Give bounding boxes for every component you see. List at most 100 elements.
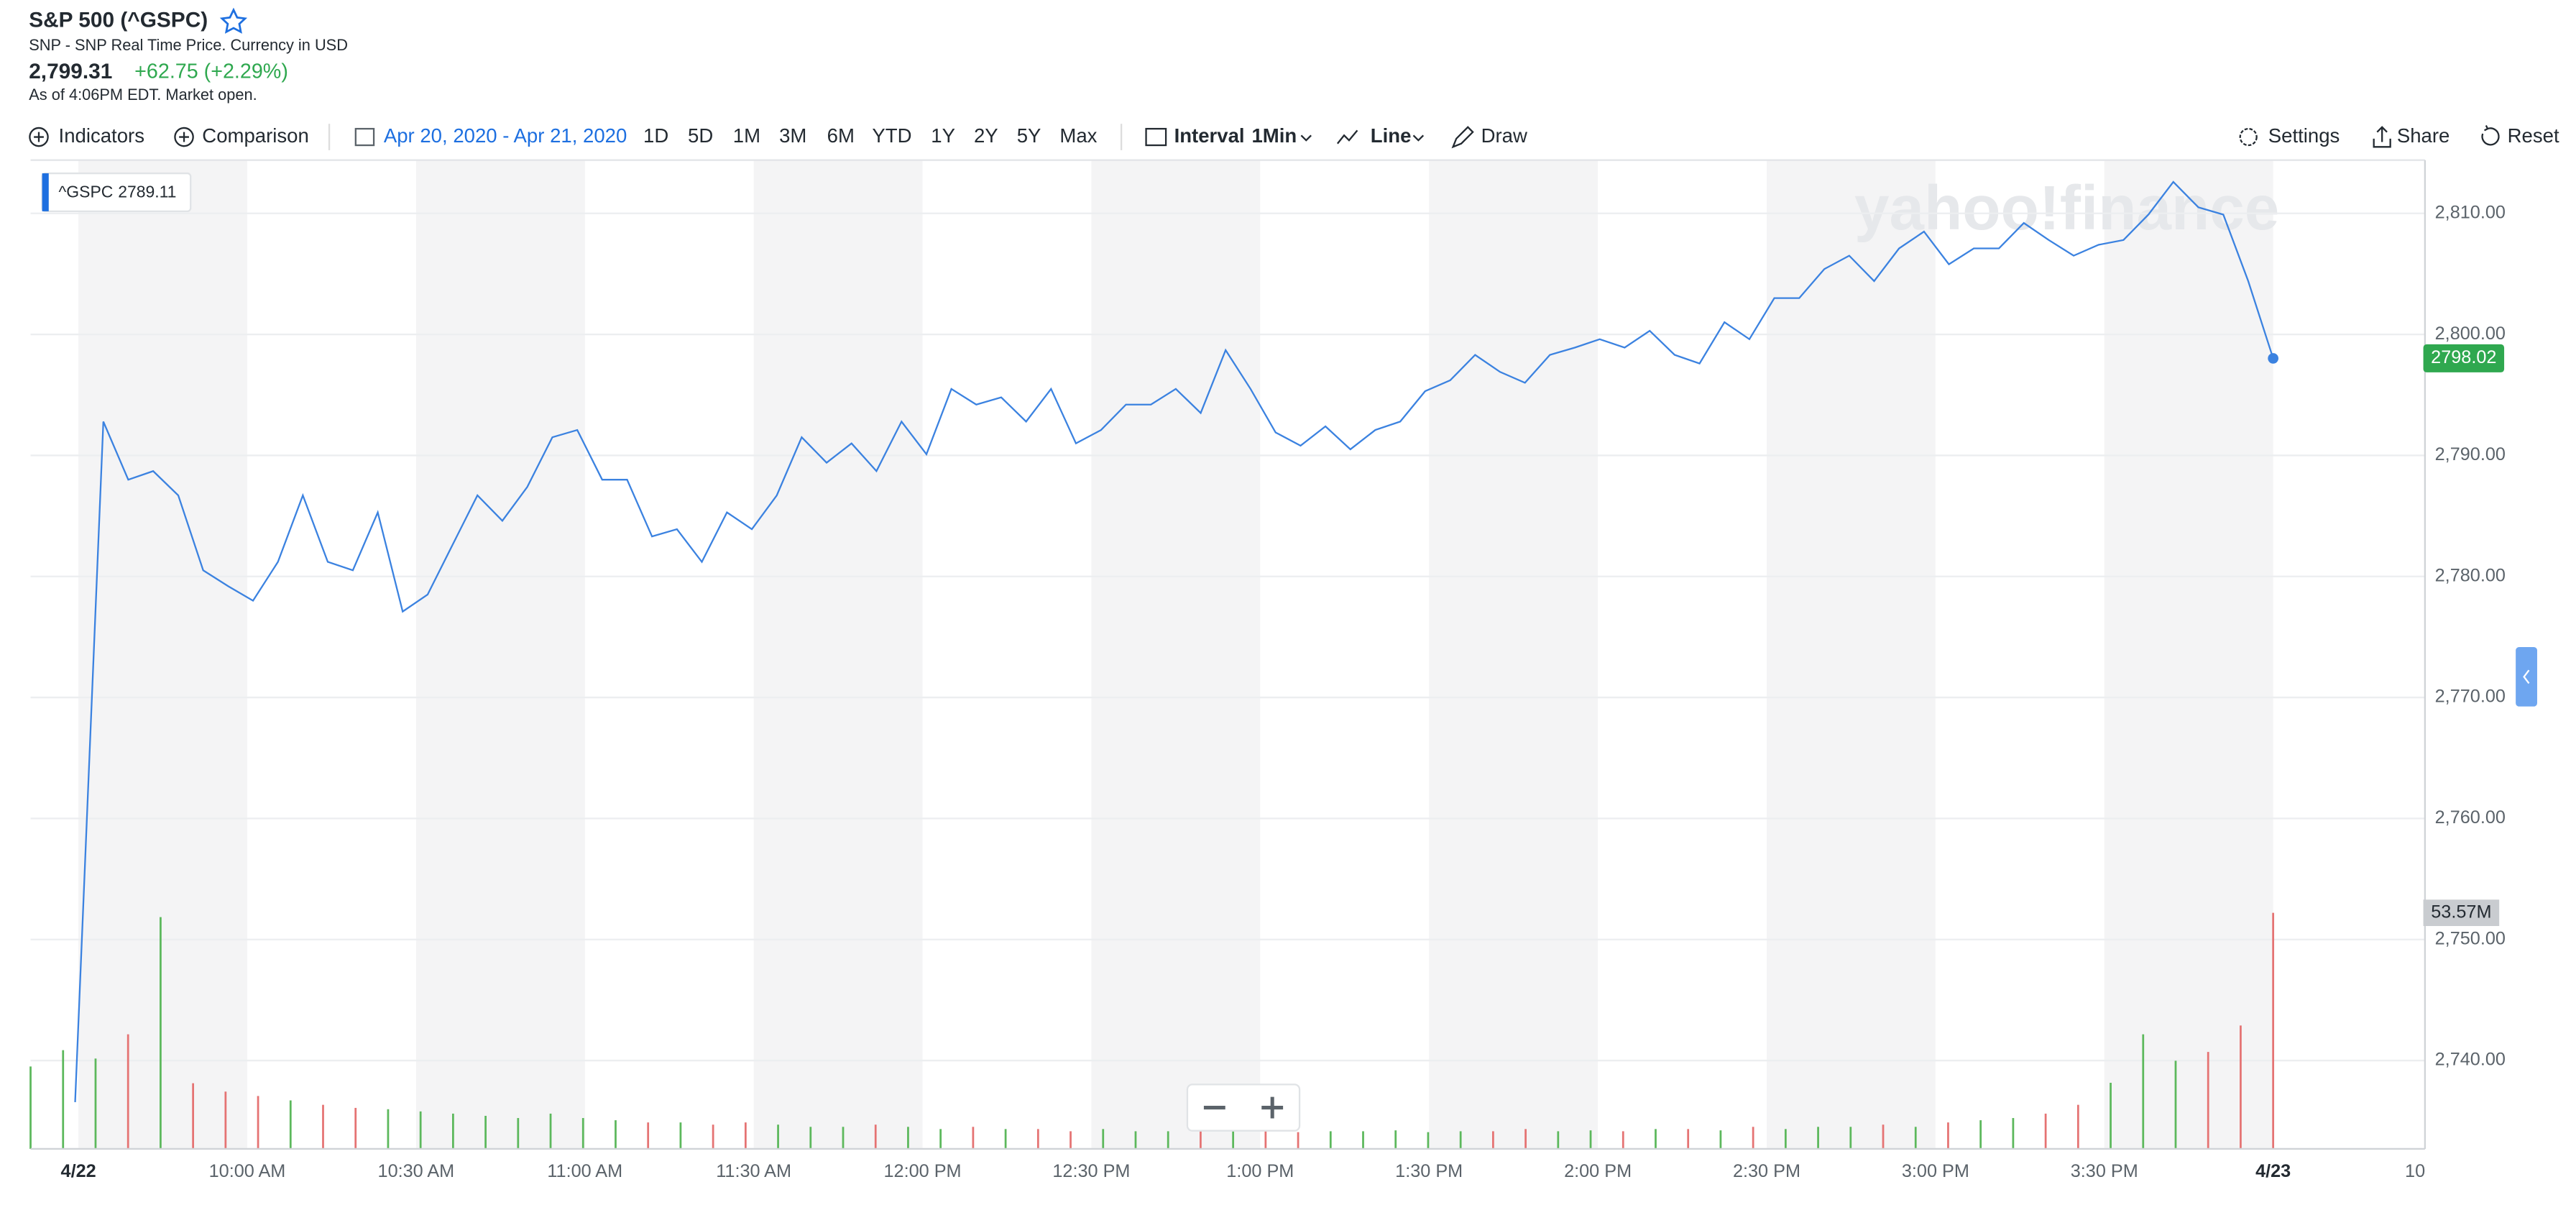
- chart-type-dropdown[interactable]: Line: [1371, 124, 1412, 147]
- session-band: [1766, 160, 1936, 1149]
- volume-bar: [809, 1127, 812, 1149]
- volume-bar: [62, 1050, 65, 1149]
- volume-bar: [224, 1091, 227, 1149]
- indicators-icon-plus: [34, 132, 44, 142]
- chevron: [1412, 134, 1425, 142]
- x-tick-label: 10: [2405, 1161, 2425, 1181]
- volume-bar: [1622, 1131, 1624, 1149]
- volume-bar: [549, 1113, 552, 1149]
- range-button[interactable]: 5D: [688, 124, 713, 147]
- session-band: [78, 160, 247, 1149]
- y-tick-label: 2,800.00: [2435, 324, 2506, 344]
- volume-bar: [712, 1124, 714, 1149]
- volume-bar: [1589, 1130, 1592, 1149]
- range-button[interactable]: 1Y: [931, 124, 955, 147]
- volume-bar: [1394, 1130, 1397, 1149]
- volume-bar: [1914, 1127, 1917, 1149]
- session-band: [2104, 160, 2273, 1149]
- market-status: As of 4:06PM EDT. Market open.: [29, 86, 257, 104]
- volume-bar: [1036, 1129, 1039, 1149]
- comparison-icon-plus: [179, 132, 189, 142]
- volume-bar: [192, 1083, 195, 1149]
- volume-bar: [1557, 1131, 1560, 1149]
- plot: [29, 180, 2425, 1149]
- reset-button[interactable]: Reset: [2508, 124, 2559, 147]
- last-price-label: 2798.02: [2431, 347, 2496, 367]
- volume-bar: [257, 1096, 259, 1149]
- volume-bar: [1947, 1122, 1949, 1149]
- volume-bar: [744, 1122, 747, 1149]
- volume-bar: [1752, 1127, 1754, 1149]
- volume-bar: [2240, 1025, 2242, 1149]
- x-tick-label: 1:00 PM: [1226, 1161, 1294, 1181]
- volume-bar: [647, 1122, 650, 1149]
- x-tick-label: 10:00 AM: [209, 1161, 286, 1181]
- range-button[interactable]: 5Y: [1017, 124, 1041, 147]
- volume-bar: [1004, 1129, 1007, 1149]
- volume-bar: [354, 1107, 357, 1149]
- share-button[interactable]: Share: [2397, 124, 2450, 147]
- calendar-icon: [354, 127, 375, 147]
- range-button[interactable]: 2Y: [974, 124, 998, 147]
- comparison-icon: [174, 127, 194, 147]
- volume-bar: [2044, 1113, 2047, 1149]
- volume-bar: [1297, 1132, 1300, 1149]
- x-tick-label: 4/23: [2255, 1161, 2291, 1181]
- volume-bar: [1784, 1129, 1787, 1149]
- range-button[interactable]: 3M: [779, 124, 806, 147]
- watchlist-star[interactable]: [219, 7, 248, 34]
- indicators-button[interactable]: Indicators: [59, 124, 144, 147]
- range-button[interactable]: YTD: [872, 124, 911, 147]
- last-point: [2268, 353, 2278, 364]
- interval-dropdown[interactable]: 1Min: [1251, 124, 1297, 147]
- side-panel-toggle[interactable]: [2516, 646, 2537, 707]
- subtitle: SNP - SNP Real Time Price. Currency in U…: [29, 36, 348, 54]
- volume-bar: [484, 1115, 487, 1149]
- volume-bar: [1687, 1129, 1690, 1149]
- range-button[interactable]: 6M: [827, 124, 855, 147]
- volume-bar: [2110, 1083, 2112, 1149]
- range-button[interactable]: Max: [1059, 124, 1097, 147]
- volume-bar: [289, 1100, 292, 1149]
- volume-bar: [94, 1058, 97, 1149]
- volume-bar: [1329, 1131, 1332, 1149]
- y-tick-label: 2,790.00: [2435, 444, 2506, 464]
- x-tick-label: 10:30 AM: [378, 1161, 455, 1181]
- volume-bar: [2076, 1104, 2079, 1149]
- toolbar: Indicators Comparison Apr 20, 2020 - Apr…: [29, 124, 2559, 150]
- range-button[interactable]: 1D: [643, 124, 668, 147]
- volume-bar: [1655, 1129, 1657, 1149]
- volume-bar: [1882, 1124, 1885, 1149]
- x-tick-label: 4/22: [61, 1161, 96, 1181]
- x-tick-label: 1:30 PM: [1395, 1161, 1463, 1181]
- volume-bar: [1849, 1127, 1852, 1149]
- volume-bar: [874, 1124, 877, 1149]
- y-tick-label: 2,750.00: [2435, 928, 2506, 948]
- x-tick-label: 11:00 AM: [547, 1161, 622, 1181]
- x-tick-label: 3:30 PM: [2071, 1161, 2138, 1181]
- volume-label: 53.57M: [2431, 902, 2491, 922]
- line-icon: [1336, 129, 1358, 145]
- volume-bar: [2272, 912, 2275, 1149]
- volume-bar: [160, 917, 162, 1149]
- date-range[interactable]: Apr 20, 2020 - Apr 21, 2020: [384, 124, 627, 147]
- x-tick-label: 2:30 PM: [1733, 1161, 1800, 1181]
- range-button[interactable]: 1M: [733, 124, 760, 147]
- volume-bar: [581, 1118, 584, 1149]
- zoom-in[interactable]: [1261, 1096, 1284, 1119]
- comparison-button[interactable]: Comparison: [202, 124, 309, 147]
- volume-bar: [615, 1120, 617, 1149]
- volume-bar: [1167, 1131, 1169, 1149]
- volume-bar: [939, 1129, 942, 1149]
- volume-bar: [2174, 1060, 2177, 1149]
- volume-bar: [517, 1118, 520, 1149]
- volume-bar: [2142, 1034, 2145, 1149]
- draw-button[interactable]: Draw: [1481, 124, 1527, 147]
- volume-bar: [387, 1109, 390, 1149]
- volume-bar: [907, 1127, 909, 1149]
- watermark: yahoo!finance: [1854, 173, 2279, 243]
- indicators-icon: [29, 127, 49, 147]
- y-tick-label: 2,760.00: [2435, 807, 2506, 828]
- settings-button[interactable]: Settings: [2268, 124, 2340, 147]
